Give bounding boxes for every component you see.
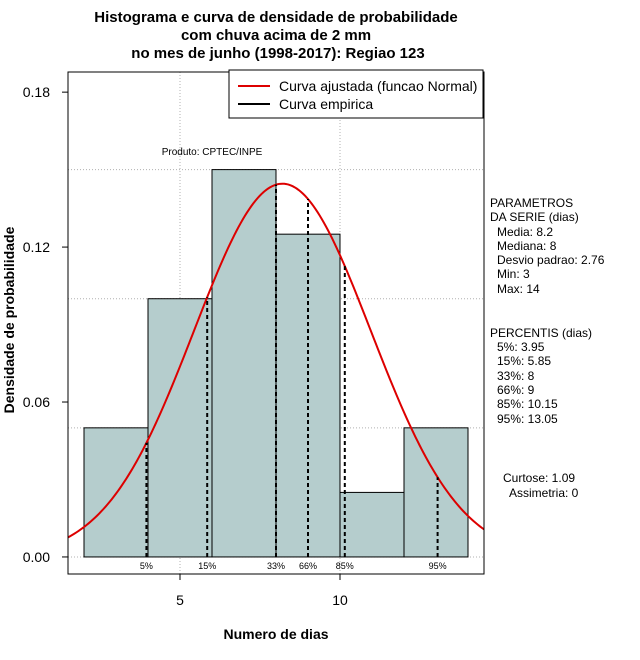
bars-layer [83,169,469,558]
percentil-5: 5%: 3.95 [497,340,545,354]
percentil-66: 66%: 9 [497,383,535,397]
percentil-33: 33%: 8 [497,369,535,383]
param-media: Media: 8.2 [497,225,553,239]
legend-label-empirical: Curva empirica [279,96,373,112]
percentile-label-85: 85% [336,561,354,571]
percentile-label-95: 95% [429,561,447,571]
param-desvio: Desvio padrao: 2.76 [497,253,605,267]
histogram-bar-3 [211,169,277,558]
legend-box [228,69,484,119]
assimetria-value: Assimetria: 0 [509,486,579,500]
y-axis-label: Densidade de probabilidade [1,226,17,413]
x-tick-label: 10 [332,592,348,608]
y-tick-label: 0.06 [23,394,50,410]
chart-title-line-3: no mes de junho (1998-2017): Regiao 123 [131,45,424,62]
percentile-label-5: 5% [140,561,153,571]
histogram-bar-2 [147,298,213,558]
credit-label: Produto: CPTEC/INPE [162,147,263,158]
params-title-1: PARAMETROS [490,196,573,210]
param-mediana: Mediana: 8 [497,239,557,253]
percentil-15: 15%: 5.85 [497,354,551,368]
y-tick-label: 0.18 [23,84,50,100]
chart-title-line-1: Histograma e curva de densidade de proba… [94,9,457,26]
percentile-label-66: 66% [299,561,317,571]
x-axis-label: Numero de dias [223,626,328,642]
x-tick-label: 5 [176,592,184,608]
histogram-bar-5 [339,491,405,558]
percentile-label-15: 15% [198,561,216,571]
y-tick-label: 0.00 [23,549,50,565]
param-max: Max: 14 [497,282,540,296]
params-title-2: DA SERIE (dias) [490,210,579,224]
percentis-title: PERCENTIS (dias) [490,326,592,340]
param-min: Min: 3 [497,267,530,281]
histogram-bar-6 [403,427,469,558]
percentile-label-33: 33% [267,561,285,571]
legend: Curva ajustada (funcao Normal) Curva emp… [228,69,484,119]
side-panel: PARAMETROS DA SERIE (dias) Media: 8.2 Me… [490,196,605,500]
percentil-95: 95%: 13.05 [497,412,558,426]
chart-title-line-2: com chuva acima de 2 mm [181,27,371,44]
percentile-layer: 5% 15% 33% 66% 85% 95% [140,184,447,571]
legend-label-fit: Curva ajustada (funcao Normal) [279,78,477,94]
percentil-85: 85%: 10.15 [497,397,558,411]
y-tick-label: 0.12 [23,239,50,255]
curtose-value: Curtose: 1.09 [503,471,575,485]
